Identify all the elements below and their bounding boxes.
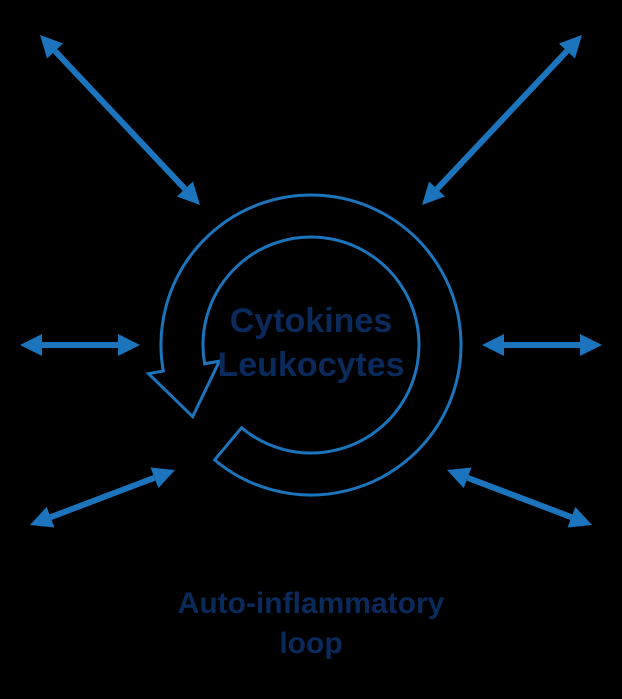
diagram-canvas: Cytokines Leukocytes Auto-inflammatory loop [0, 0, 622, 699]
center-label-line1: Cytokines [230, 302, 393, 340]
caption-line1: Auto-inflammatory [178, 587, 445, 620]
center-label-line2: Leukocytes [217, 346, 404, 384]
caption-line2: loop [279, 627, 342, 660]
